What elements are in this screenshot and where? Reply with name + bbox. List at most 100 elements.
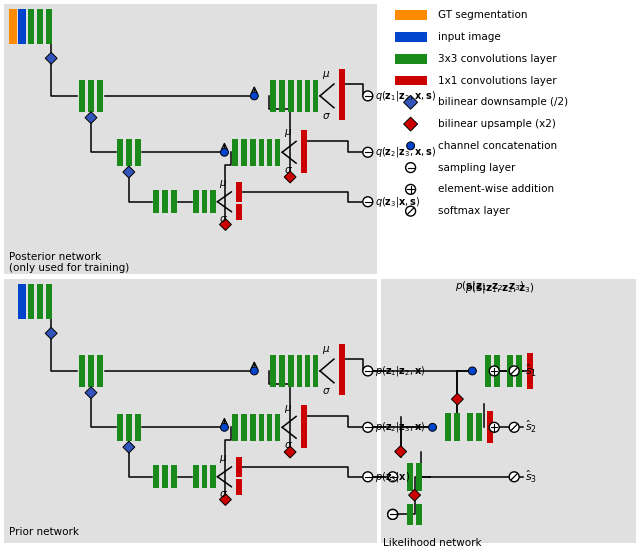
Bar: [37, 284, 44, 319]
Bar: [395, 54, 426, 64]
Bar: [241, 414, 247, 441]
Text: $q(\mathbf{z}_3|\mathbf{x},\mathbf{s})$: $q(\mathbf{z}_3|\mathbf{x},\mathbf{s})$: [375, 195, 420, 209]
Circle shape: [363, 197, 372, 207]
Circle shape: [468, 367, 476, 375]
Text: Prior network: Prior network: [10, 527, 79, 537]
Text: softmax layer: softmax layer: [438, 206, 510, 216]
Circle shape: [388, 472, 397, 482]
Text: $\mu$: $\mu$: [220, 178, 228, 190]
Bar: [305, 80, 310, 112]
Bar: [296, 355, 301, 387]
Polygon shape: [85, 112, 97, 123]
Bar: [288, 80, 294, 112]
Bar: [305, 355, 310, 387]
Bar: [301, 153, 307, 173]
Polygon shape: [404, 95, 417, 109]
Bar: [162, 190, 168, 213]
Circle shape: [489, 366, 499, 376]
Text: $\sigma$: $\sigma$: [220, 489, 228, 499]
Text: $\sigma$: $\sigma$: [220, 214, 228, 224]
Polygon shape: [408, 489, 420, 501]
Text: Likelihood network: Likelihood network: [383, 538, 481, 548]
Text: $\mu$: $\mu$: [284, 127, 292, 139]
Bar: [46, 9, 52, 44]
Bar: [135, 139, 141, 166]
Bar: [275, 414, 280, 441]
Bar: [10, 9, 17, 44]
Circle shape: [388, 510, 397, 520]
Polygon shape: [220, 494, 232, 505]
Bar: [236, 204, 243, 219]
Bar: [153, 466, 159, 488]
Circle shape: [429, 423, 436, 431]
Bar: [162, 466, 168, 488]
Bar: [312, 80, 317, 112]
Circle shape: [388, 510, 397, 520]
Text: $\sigma$: $\sigma$: [322, 111, 331, 121]
Circle shape: [406, 142, 415, 150]
Bar: [236, 182, 243, 202]
Bar: [454, 413, 460, 441]
Bar: [270, 80, 276, 112]
Bar: [339, 69, 345, 99]
Circle shape: [406, 185, 415, 195]
Text: 3x3 convolutions layer: 3x3 convolutions layer: [438, 54, 557, 64]
Text: $\mu$: $\mu$: [322, 69, 330, 81]
Bar: [117, 414, 123, 441]
Bar: [339, 96, 345, 120]
Circle shape: [363, 472, 372, 482]
Bar: [236, 479, 243, 495]
Bar: [259, 139, 264, 166]
Circle shape: [363, 147, 372, 157]
Bar: [312, 355, 317, 387]
Bar: [232, 414, 238, 441]
Bar: [275, 139, 280, 166]
Text: input image: input image: [438, 32, 501, 42]
Bar: [445, 413, 451, 441]
Bar: [296, 80, 301, 112]
Text: bilinear downsample (/2): bilinear downsample (/2): [438, 98, 568, 107]
Circle shape: [363, 423, 372, 433]
Text: $p(\mathbf{z}_1|\mathbf{z}_2,\mathbf{x})$: $p(\mathbf{z}_1|\mathbf{z}_2,\mathbf{x})…: [375, 364, 425, 378]
Bar: [279, 80, 285, 112]
Circle shape: [509, 423, 519, 433]
Bar: [516, 355, 522, 387]
Text: GT segmentation: GT segmentation: [438, 10, 528, 20]
Bar: [202, 466, 207, 488]
Text: element-wise addition: element-wise addition: [438, 185, 555, 195]
Circle shape: [363, 366, 372, 376]
Bar: [79, 80, 85, 112]
Bar: [202, 190, 207, 213]
Bar: [416, 504, 422, 525]
Circle shape: [489, 423, 499, 433]
Bar: [395, 75, 426, 85]
Bar: [79, 355, 85, 387]
Circle shape: [250, 92, 259, 100]
Bar: [301, 428, 307, 448]
Bar: [46, 284, 52, 319]
Bar: [288, 355, 294, 387]
Bar: [126, 139, 132, 166]
Bar: [395, 10, 426, 20]
Polygon shape: [45, 52, 57, 64]
Bar: [232, 139, 238, 166]
Bar: [270, 355, 276, 387]
Bar: [19, 9, 26, 44]
Bar: [153, 190, 159, 213]
Circle shape: [509, 472, 519, 482]
Text: sampling layer: sampling layer: [438, 163, 516, 172]
Bar: [484, 355, 491, 387]
Bar: [97, 80, 103, 112]
Text: $\hat{s}_3$: $\hat{s}_3$: [525, 469, 537, 485]
Polygon shape: [284, 171, 296, 183]
Bar: [211, 466, 216, 488]
Bar: [407, 504, 413, 525]
Bar: [4, 4, 377, 274]
Polygon shape: [123, 441, 135, 453]
Bar: [493, 355, 500, 387]
Bar: [117, 139, 123, 166]
Circle shape: [406, 206, 415, 216]
Bar: [339, 371, 345, 395]
Text: Posterior network
(only used for training): Posterior network (only used for trainin…: [10, 252, 130, 273]
Bar: [250, 414, 256, 441]
